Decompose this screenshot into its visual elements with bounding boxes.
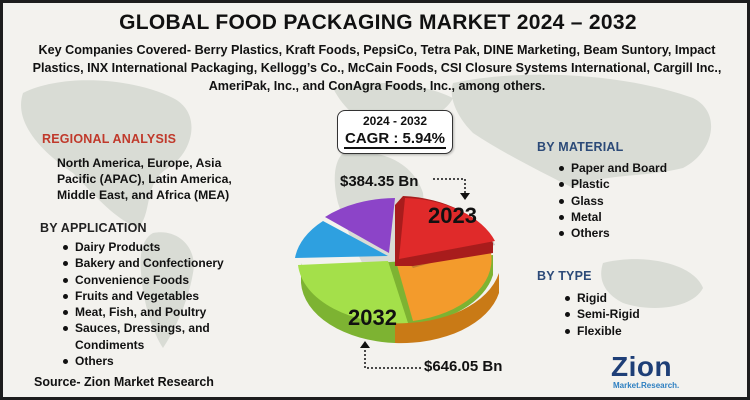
list-item: Meat, Fish, and Poultry (63, 304, 245, 320)
list-item: Semi-Rigid (565, 306, 697, 322)
value-2023: $384.35 Bn (340, 173, 419, 190)
material-heading: BY MATERIAL (537, 140, 624, 154)
list-item: Dairy Products (63, 239, 245, 255)
list-item: Convenience Foods (63, 272, 245, 288)
regional-text: North America, Europe, Asia Pacific (APA… (57, 156, 232, 202)
value-2032: $646.05 Bn (424, 358, 503, 375)
logo-sub-text: Market.Research. (613, 381, 680, 390)
list-item: Others (63, 353, 245, 369)
leader-line-2032 (364, 347, 421, 369)
type-heading: BY TYPE (537, 269, 592, 283)
pie-label-2023: 2023 (428, 203, 477, 228)
leader-line-2023 (433, 178, 466, 195)
pie-chart: 2023 2032 (295, 178, 499, 369)
list-item: Fruits and Vegetables (63, 288, 245, 304)
arrow-2023-icon (460, 193, 470, 200)
pie-slice-blue (295, 221, 388, 258)
list-item: Bakery and Confectionery (63, 255, 245, 271)
pie-label-2032: 2032 (348, 305, 397, 330)
list-item: Glass (559, 193, 721, 209)
list-item: Metal (559, 209, 721, 225)
cagr-box: 2024 - 2032 CAGR : 5.94% (337, 110, 453, 154)
list-item: Flexible (565, 323, 697, 339)
cagr-value: CAGR : 5.94% (343, 130, 447, 149)
arrow-2032-icon (360, 341, 370, 348)
material-list: Paper and Board Plastic Glass Metal Othe… (557, 160, 721, 241)
zion-logo: Zion Market.Research. (609, 351, 683, 391)
pie-side-green-front (301, 263, 395, 343)
list-item: Others (559, 225, 721, 241)
pie-slice-red (399, 198, 495, 259)
pie-slice-green (298, 261, 408, 324)
key-companies: Key Companies Covered- Berry Plastics, K… (32, 43, 722, 93)
pie-side-orange (395, 273, 499, 344)
pie-slice-purple (325, 198, 395, 253)
list-item: Plastic (559, 176, 721, 192)
page-title: GLOBAL FOOD PACKAGING MARKET 2024 – 2032 (119, 11, 637, 34)
list-item: Rigid (565, 290, 697, 306)
source-note: Source- Zion Market Research (34, 375, 214, 389)
application-list: Dairy Products Bakery and Confectionery … (61, 239, 245, 369)
application-heading: BY APPLICATION (40, 221, 147, 235)
logo-main-text: Zion (611, 351, 673, 382)
type-list: Rigid Semi-Rigid Flexible (563, 290, 697, 339)
list-item: Sauces, Dressings, and Condiments (63, 320, 245, 353)
pie-slice-orange (395, 253, 492, 321)
regional-heading: REGIONAL ANALYSIS (42, 132, 177, 146)
list-item: Paper and Board (559, 160, 721, 176)
cagr-years: 2024 - 2032 (362, 114, 428, 128)
